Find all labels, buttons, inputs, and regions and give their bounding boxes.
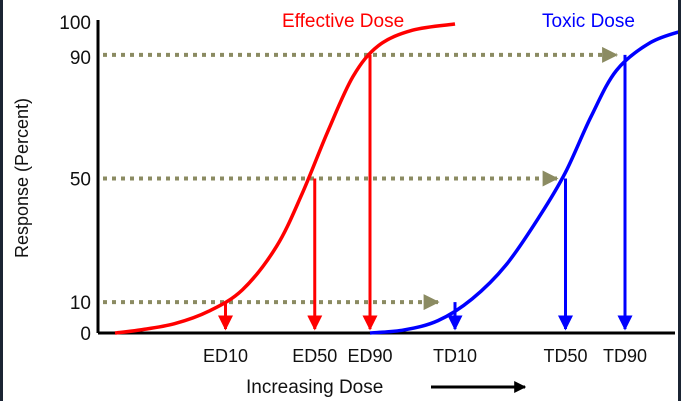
y-tick-90: 90 [70, 48, 91, 69]
series-line-effective-dose [114, 22, 456, 335]
x-tick-ed50: ED50 [292, 346, 337, 366]
guide-lines [103, 46, 619, 311]
x-tick-ed10: ED10 [203, 346, 248, 366]
y-tick-labels: 0 10 50 90 100 [59, 13, 91, 345]
y-tick-50: 50 [70, 170, 91, 191]
y-axis-label: Response (Percent) [12, 98, 32, 258]
y-tick-0: 0 [80, 324, 91, 345]
dose-response-chart: 0 10 50 90 100 ED10 ED50 ED90 TD10 TD50 TD90 Effe… [12, 11, 678, 398]
series-title-toxic-dose: Toxic Dose [542, 11, 635, 32]
y-tick-100: 100 [59, 13, 91, 34]
y-tick-10: 10 [70, 293, 91, 314]
x-tick-td90: TD90 [603, 346, 647, 366]
x-tick-td50: TD50 [543, 346, 587, 366]
dose-markers: ED10 ED50 ED90 TD10 TD50 TD90 [203, 54, 647, 366]
x-axis-label: Increasing Dose [246, 377, 383, 398]
x-tick-td10: TD10 [433, 346, 477, 366]
chart-frame: 0 10 50 90 100 ED10 ED50 ED90 TD10 TD50 TD90 Effe… [3, 0, 678, 401]
x-tick-ed90: ED90 [347, 346, 392, 366]
series-line-toxic-dose [369, 30, 678, 335]
series-title-effective-dose: Effective Dose [282, 11, 404, 32]
series-curves [114, 22, 678, 335]
